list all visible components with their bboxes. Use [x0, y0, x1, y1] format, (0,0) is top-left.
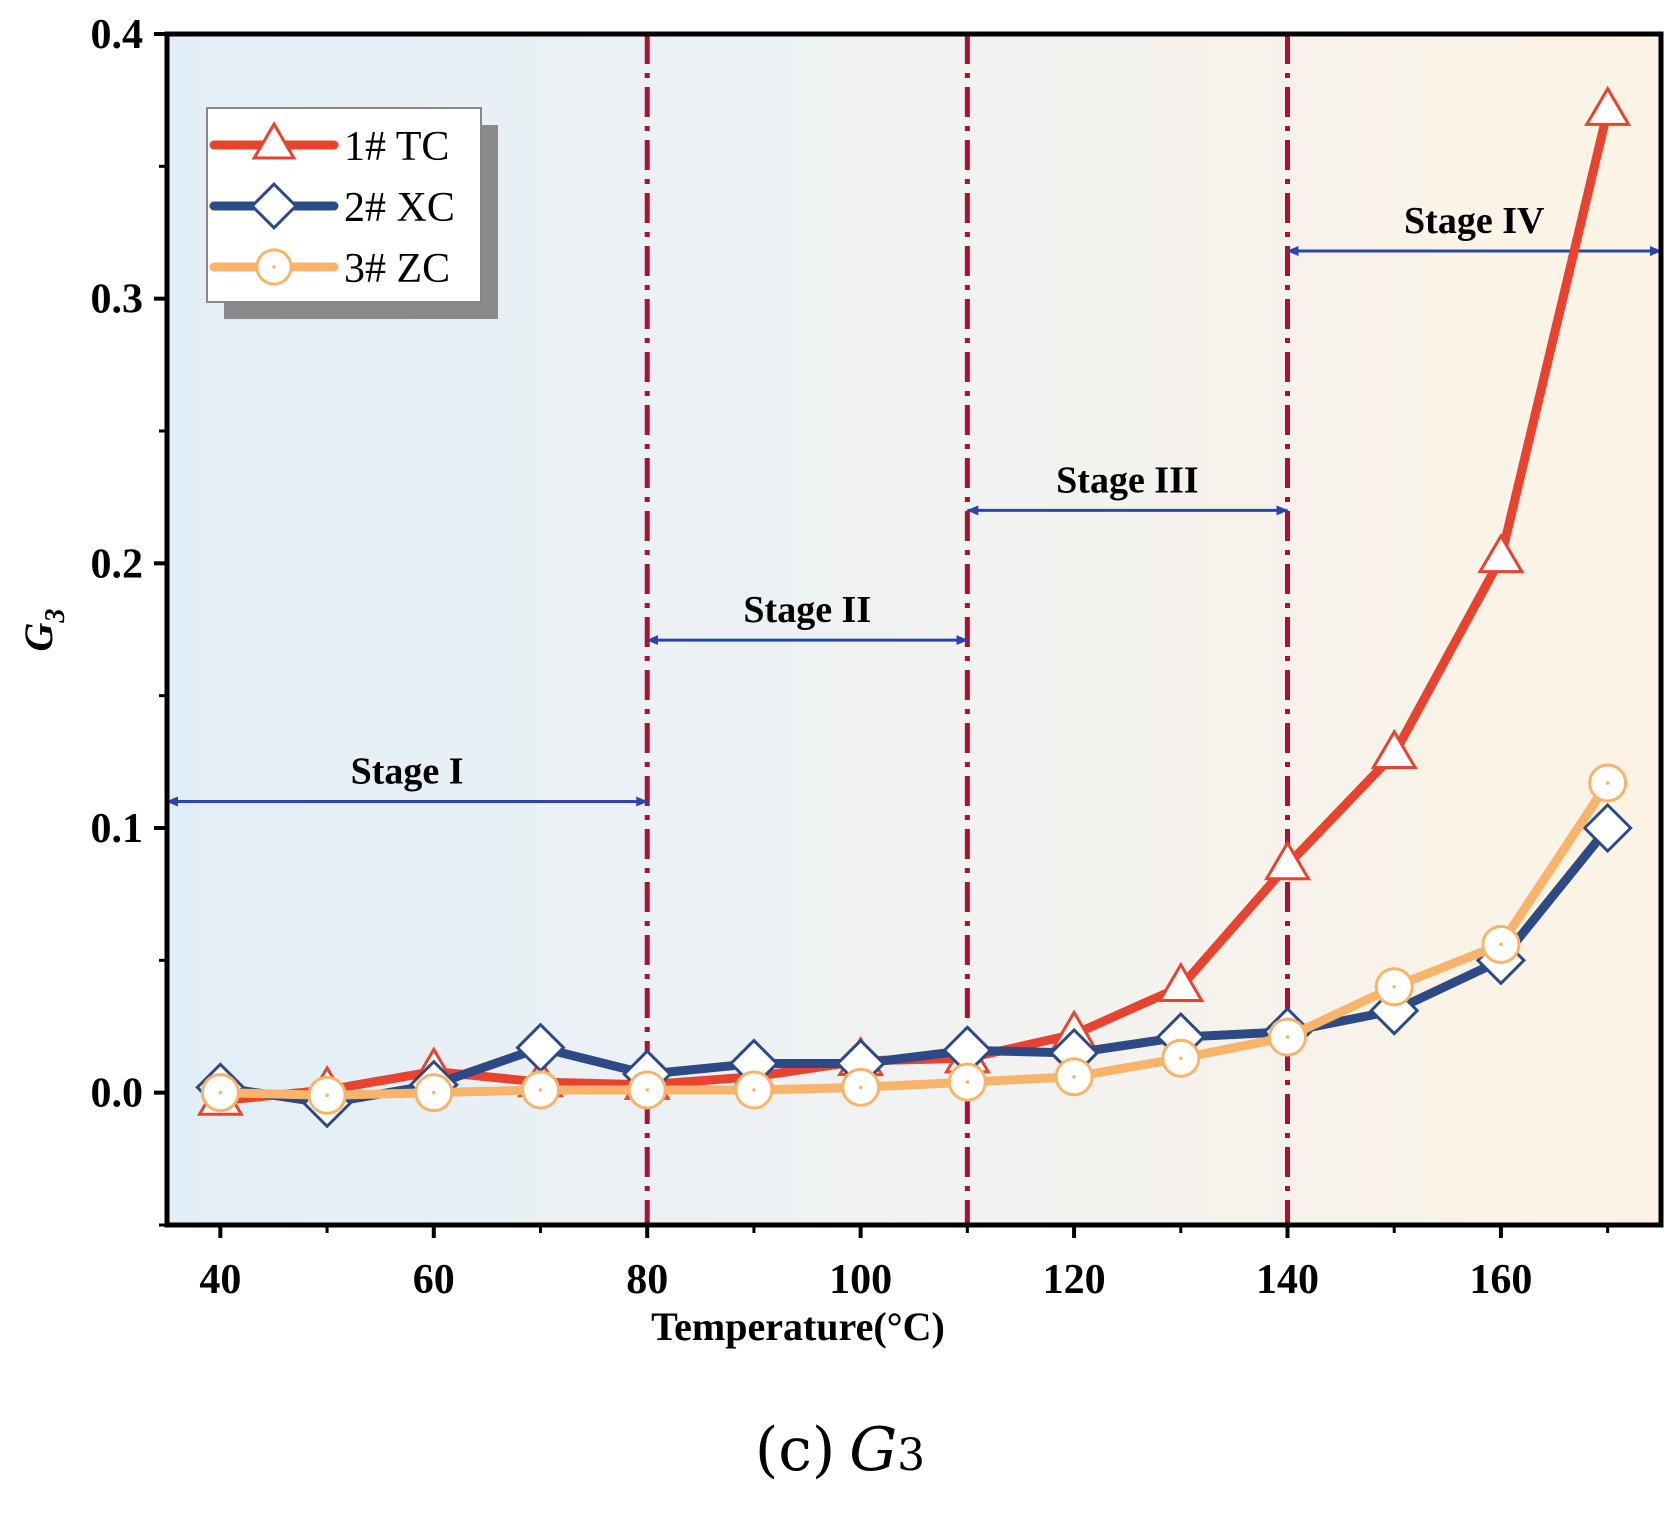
- data-point-center: [1178, 1056, 1183, 1061]
- legend-item: 2# XC: [209, 182, 455, 231]
- caption-panel: (c): [755, 1415, 835, 1485]
- data-point: [251, 121, 297, 160]
- series-layer: [195, 85, 1633, 1129]
- data-point-center: [1072, 1074, 1076, 1079]
- data-point-center: [272, 265, 276, 269]
- y-tick-label: 0.2: [91, 541, 144, 587]
- caption: (c) G3: [755, 1415, 925, 1485]
- data-point-center: [1285, 1035, 1290, 1039]
- x-tick-label: 140: [1256, 1257, 1319, 1303]
- legend-label: 1# TC: [344, 124, 449, 170]
- svg-text:G3: G3: [16, 609, 71, 652]
- x-tick-label: 120: [1043, 1257, 1106, 1303]
- data-point: [1157, 961, 1205, 1002]
- data-point: [1582, 802, 1633, 854]
- data-point-center: [1392, 985, 1397, 989]
- data-point-center: [218, 1090, 223, 1095]
- y-tick-label: 0.3: [91, 277, 144, 323]
- data-point-center: [325, 1093, 329, 1098]
- data-point: [1263, 840, 1312, 881]
- x-axis-title: Temperature(°C): [651, 1304, 945, 1349]
- x-tick-label: 80: [626, 1257, 668, 1303]
- caption-subscript: 3: [897, 1430, 925, 1481]
- data-point: [1477, 533, 1525, 574]
- stage-label: Stage II: [743, 589, 871, 631]
- data-point-center: [965, 1080, 970, 1084]
- data-point-center: [645, 1088, 650, 1092]
- series-3-zc: [200, 763, 1628, 1115]
- y-tick-label: 0.0: [91, 1071, 144, 1117]
- legend-label: 3# ZC: [344, 246, 450, 292]
- data-point: [1370, 728, 1418, 770]
- legend: 1# TC 2# XC 3# ZC: [206, 107, 498, 319]
- stage-annotations: Stage I Stage II Stage III Stage IV: [166, 200, 1662, 807]
- data-point-center: [538, 1088, 543, 1092]
- x-tick-label: 100: [829, 1257, 892, 1303]
- stage-label: Stage IV: [1404, 200, 1545, 242]
- legend-label: 2# XC: [344, 185, 455, 231]
- y-axis: 0.0 0.1 0.2 0.3 0.4: [91, 12, 167, 1227]
- legend-item: 3# ZC: [209, 246, 450, 292]
- x-tick-label: 40: [199, 1257, 241, 1303]
- data-point: [1584, 85, 1632, 126]
- y-axis-title-sub: 3: [40, 609, 71, 624]
- x-tick-label: 160: [1469, 1257, 1532, 1303]
- data-point-center: [858, 1085, 863, 1090]
- plot-frame: [164, 31, 1664, 1228]
- data-point: [250, 182, 298, 230]
- x-axis: 40 60 80 100 120 140 160: [199, 1225, 1610, 1303]
- data-point-center: [752, 1088, 756, 1092]
- stage-label: Stage I: [351, 751, 464, 793]
- legend-item: 1# TC: [209, 121, 449, 170]
- y-tick-label: 0.1: [91, 806, 144, 852]
- caption-symbol: G: [849, 1415, 897, 1485]
- x-tick-label: 60: [413, 1257, 455, 1303]
- data-point-center: [431, 1090, 436, 1095]
- data-point-center: [1605, 781, 1610, 785]
- stage-label: Stage III: [1056, 459, 1199, 501]
- stage-boundary-lines: [644, 34, 1290, 1225]
- data-point-center: [1499, 942, 1503, 947]
- y-axis-title-main: G: [16, 622, 61, 651]
- y-tick-label: 0.4: [91, 12, 144, 58]
- y-axis-title: G3: [16, 609, 71, 652]
